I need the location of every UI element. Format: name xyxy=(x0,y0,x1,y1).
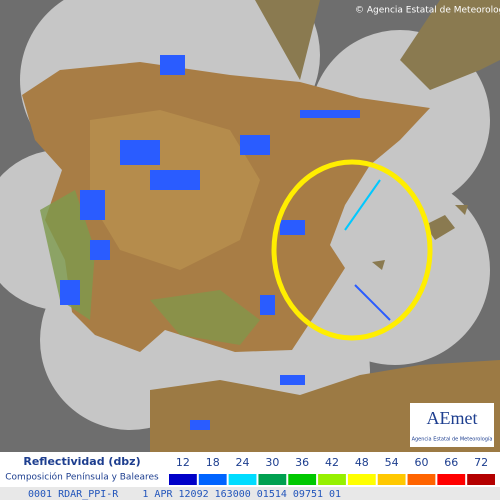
legend-label: 30 xyxy=(265,456,279,469)
legend-title: Reflectividad (dbz) xyxy=(23,455,140,468)
legend-swatch xyxy=(169,474,197,485)
logo-subtitle: Agencia Estatal de Meteorología xyxy=(412,436,493,443)
legend-swatch xyxy=(198,474,227,485)
legend-label: 60 xyxy=(414,456,428,469)
legend-swatch xyxy=(437,474,466,485)
legend-subtitle: Composición Península y Baleares xyxy=(5,472,159,483)
logo-name: AEmet xyxy=(427,408,478,428)
legend-label: 12 xyxy=(176,456,190,469)
footer-text: 0001 RDAR_PPI-R 1 APR 12092 163000 01514… xyxy=(28,489,341,500)
legend-swatch xyxy=(407,474,436,485)
legend-label: 36 xyxy=(295,456,309,469)
legend-label: 48 xyxy=(355,456,369,469)
precipitation-echoes xyxy=(60,55,360,430)
credit: © Agencia Estatal de Meteorología xyxy=(355,6,500,16)
precipitation-band xyxy=(354,284,391,321)
legend-swatch xyxy=(228,474,257,485)
logo-box xyxy=(410,403,494,447)
legend-label: 18 xyxy=(206,456,220,469)
legend-label: 66 xyxy=(444,456,458,469)
highlight-ellipse xyxy=(271,159,433,341)
legend-label: 54 xyxy=(385,456,399,469)
legend-label: 72 xyxy=(474,456,488,469)
legend-swatch xyxy=(288,474,317,485)
legend-swatch xyxy=(467,474,495,485)
legend-label: 24 xyxy=(236,456,250,469)
legend-swatch xyxy=(258,474,287,485)
footer-bg xyxy=(0,487,500,500)
legend-swatch xyxy=(347,474,376,485)
precipitation-band xyxy=(344,179,381,231)
legend-swatch xyxy=(318,474,346,485)
legend-swatch xyxy=(377,474,406,485)
legend-label: 42 xyxy=(325,456,339,469)
